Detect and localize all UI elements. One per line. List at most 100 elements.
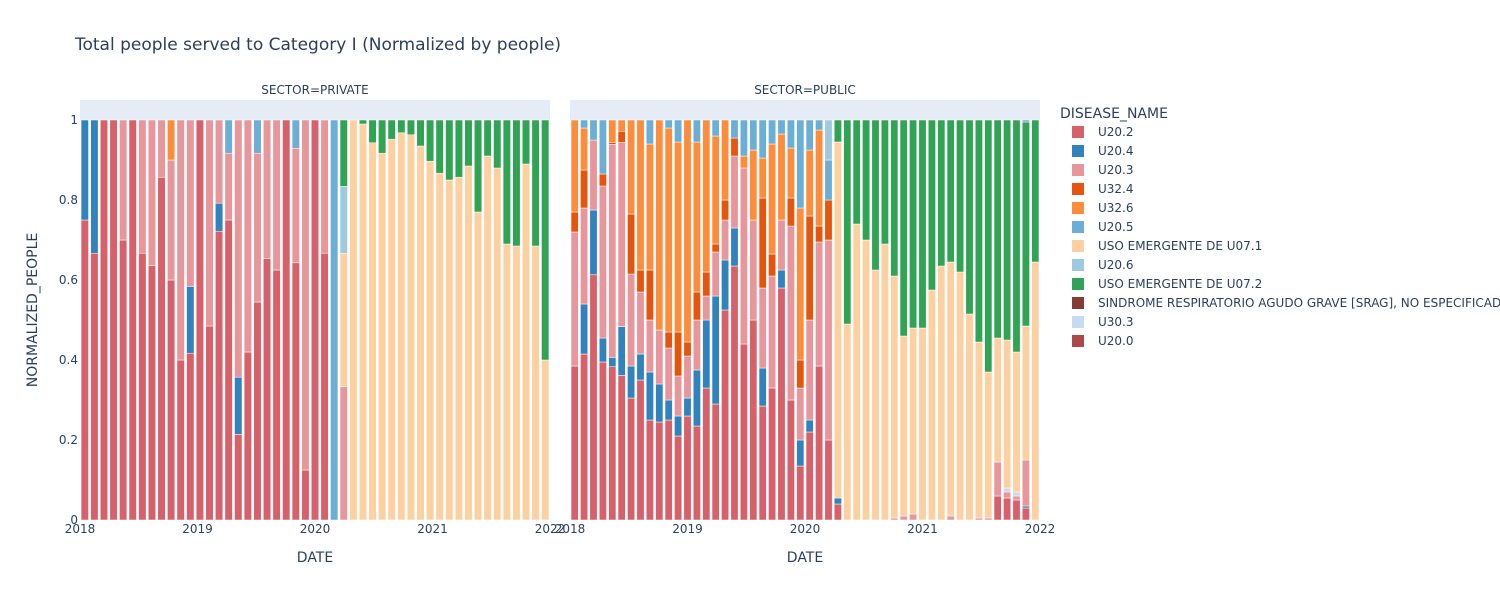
legend-swatch-u30-3[interactable] [1072,316,1084,328]
bar-segment-uso-emergente-de-u07-1 [937,265,946,521]
legend-label-u30-3[interactable]: U30.3 [1098,315,1134,329]
bar-segment-u20-3 [167,159,176,281]
legend-label-uso-emergente-de-u07-2[interactable]: USO EMERGENTE DE U07.2 [1098,277,1262,291]
bar-segment-uso-emergente-de-u07-2 [965,119,974,315]
y-tick-label: 0.8 [59,193,78,207]
legend-swatch-u20-2[interactable] [1072,126,1084,138]
bar-segment-u20-2 [758,405,767,521]
bar-segment-uso-emergente-de-u07-1 [946,261,955,517]
bar-segment-u20-3 [786,225,795,401]
x-tick-label: 2022 [1025,522,1056,536]
bar-segment-u20-2 [674,435,683,521]
legend-label-u20-0[interactable]: U20.0 [1098,334,1134,348]
bar-segment-u20-5 [598,119,607,175]
bar-segment-u20-2 [80,219,89,521]
bar-segment-uso-emergente-de-u07-1 [956,271,965,521]
legend-label-u32-4[interactable]: U32.4 [1098,182,1134,196]
bar-segment-u20-3 [291,148,300,264]
bar-segment-u20-3 [157,119,166,178]
bar-segment-uso-emergente-de-u07-2 [946,119,955,263]
bar-segment-u20-4 [711,295,720,405]
y-tick-label: 0.4 [59,353,78,367]
bar-segment-u20-2 [186,352,195,521]
bar-segment-u32-4 [664,331,673,349]
legend-swatch-u20-6[interactable] [1072,259,1084,271]
bar-segment-u20-3 [301,119,310,471]
bar-segment-uso-emergente-de-u07-2 [890,119,899,277]
bar-segment-u32-4 [617,131,626,143]
bar-segment-u20-4 [721,259,730,311]
legend-label-u20-2[interactable]: U20.2 [1098,125,1134,139]
bar-segment-u20-3 [815,241,824,367]
bar-segment-u32-6 [805,149,814,217]
bar-segment-u20-3 [176,119,185,361]
bar-segment-uso-emergente-de-u07-2 [483,119,492,157]
bar-segment-uso-emergente-de-u07-2 [871,119,880,271]
bar-segment-uso-emergente-de-u07-2 [416,119,425,147]
bar-segment-u32-4 [815,225,824,243]
legend-swatch-uso-emergente-de-u07-1[interactable] [1072,240,1084,252]
bar-segment-u32-6 [664,127,673,333]
bar-segment-u20-5 [711,119,720,137]
bar-segment-uso-emergente-de-u07-2 [880,119,889,245]
bar-segment-u20-3 [805,319,814,421]
legend-swatch-u32-4[interactable] [1072,183,1084,195]
bar-segment-u20-4 [674,415,683,437]
bar-segment-u20-5 [224,119,233,154]
legend-label-u20-5[interactable]: U20.5 [1098,220,1134,234]
bar-segment-u20-4 [796,439,805,467]
bar-segment-u20-3 [636,291,645,355]
bar-segment-uso-emergente-de-u07-2 [397,119,406,134]
bar-segment-u20-2 [253,301,262,521]
bar-segment-u20-3 [147,119,156,266]
bar-segment-uso-emergente-de-u07-1 [445,179,454,521]
legend-label-u20-3[interactable]: U20.3 [1098,163,1134,177]
bar-segment-u20-3 [721,219,730,261]
bar-segment-uso-emergente-de-u07-2 [909,119,918,329]
legend-label-sindrome-respiratorio-agudo-grave-srag-no-especificado[interactable]: SINDROME RESPIRATORIO AGUDO GRAVE [SRAG]… [1098,296,1500,310]
bar-segment-u20-2 [768,387,777,521]
legend-swatch-u32-6[interactable] [1072,202,1084,214]
bar-segment-u32-6 [645,143,654,271]
bar-segment-u20-4 [758,367,767,407]
bar-segment-u20-3 [692,319,701,371]
bar-segment-uso-emergente-de-u07-1 [406,134,415,521]
y-axis-title: NORMALIZED_PEOPLE [25,233,41,387]
bar-segment-uso-emergente-de-u07-1 [1012,351,1021,493]
bar-segment-u20-5 [1021,119,1030,123]
bar-segment-u32-6 [608,119,617,143]
bar-segment-u20-2 [570,365,579,521]
bar-segment-u20-2 [777,287,786,521]
legend-label-u20-6[interactable]: U20.6 [1098,258,1134,272]
bar-segment-u32-6 [636,119,645,271]
bar-segment-uso-emergente-de-u07-1 [474,211,483,521]
bar-segment-u20-4 [598,337,607,363]
bar-segment-u20-5 [824,159,833,201]
bar-segment-uso-emergente-de-u07-1 [349,119,358,521]
bar-segment-u32-4 [598,173,607,187]
legend-label-u20-4[interactable]: U20.4 [1098,144,1134,158]
bar-segment-u20-2 [263,258,272,521]
bar-segment-u32-4 [683,341,692,357]
bar-segment-u32-6 [739,155,748,169]
legend-label-uso-emergente-de-u07-1[interactable]: USO EMERGENTE DE U07.1 [1098,239,1262,253]
y-tick-label: 1 [70,113,78,127]
bar-segment-u20-4 [580,303,589,355]
bar-segment-u20-2 [617,375,626,521]
legend-swatch-uso-emergente-de-u07-2[interactable] [1072,278,1084,290]
legend-swatch-u20-4[interactable] [1072,145,1084,157]
bar-segment-u20-3 [617,142,626,327]
legend-swatch-u20-3[interactable] [1072,164,1084,176]
bar-segment-u20-4 [636,353,645,381]
legend-swatch-u20-5[interactable] [1072,221,1084,233]
legend-label-u32-6[interactable]: U32.6 [1098,201,1134,215]
bar-segment-u20-2 [311,119,319,521]
y-axis-ticks: 0 0.2 0.4 0.6 0.8 1 [59,113,78,527]
legend-swatch-sindrome-respiratorio-agudo-grave-srag-no-especificado[interactable] [1072,297,1084,309]
bar-segment-u20-3 [224,152,233,221]
bar-segment-u20-5 [664,119,673,129]
legend-swatch-u20-0[interactable] [1072,335,1084,347]
bar-segment-u32-6 [683,119,692,343]
bar-segment-u20-2 [730,265,739,521]
bar-segment-u20-2 [119,239,128,521]
